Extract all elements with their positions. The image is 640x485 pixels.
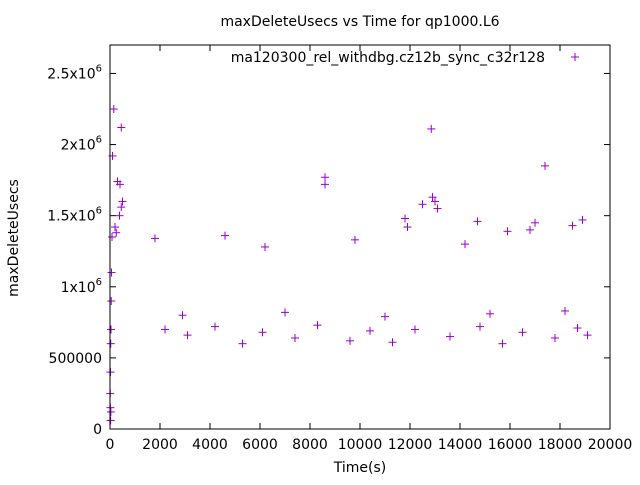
data-point — [109, 105, 118, 113]
y-tick-label-exponent: 6 — [96, 135, 102, 146]
data-point — [418, 200, 427, 209]
data-point — [388, 338, 397, 347]
data-point — [161, 325, 169, 334]
y-tick-label: 2x106 — [61, 135, 102, 154]
data-point — [518, 328, 527, 337]
data-point — [433, 204, 442, 213]
data-point — [476, 322, 484, 331]
data-point — [321, 180, 329, 189]
x-tick-label: 16000 — [488, 437, 533, 453]
legend-marker — [571, 53, 579, 61]
data-point — [261, 242, 269, 251]
y-tick-label-base: 1.5x10 — [47, 209, 95, 225]
y-tick-label-base: 500000 — [49, 351, 102, 367]
data-point — [531, 218, 539, 227]
x-tick-label: 12000 — [388, 437, 433, 453]
legend-label: ma120300_rel_withdbg.cz12b_sync_c32r128 — [231, 50, 545, 66]
data-point — [578, 215, 587, 224]
data-point — [541, 161, 549, 170]
y-tick-label: 2.5x106 — [47, 63, 102, 82]
data-point — [111, 223, 119, 232]
data-point — [183, 331, 192, 340]
data-point — [107, 297, 116, 305]
data-point — [258, 328, 267, 337]
data-point — [561, 306, 569, 315]
data-point — [178, 311, 187, 320]
y-tick-label-exponent: 6 — [96, 277, 102, 288]
data-points — [106, 105, 592, 425]
data-point — [117, 203, 126, 212]
data-point — [473, 217, 482, 226]
data-point — [486, 309, 494, 318]
y-tick-label-exponent: 6 — [96, 63, 102, 74]
data-point — [403, 223, 412, 232]
data-point — [526, 225, 534, 234]
data-point — [117, 123, 126, 132]
y-tick-label-base: 2x10 — [61, 138, 96, 154]
data-point — [351, 235, 359, 244]
x-tick-label: 0 — [106, 437, 115, 453]
data-point — [431, 197, 439, 206]
legend-marker-symbol — [571, 53, 579, 61]
data-point — [281, 308, 289, 317]
chart-title: maxDeleteUsecs vs Time for qp1000.L6 — [220, 14, 499, 30]
y-tick-label: 500000 — [49, 351, 102, 367]
data-point — [573, 324, 582, 333]
data-point — [568, 221, 577, 230]
data-point — [551, 333, 559, 342]
data-point — [112, 228, 121, 237]
data-point — [583, 331, 592, 340]
data-point — [321, 173, 329, 182]
y-tick-label-base: 1x10 — [61, 280, 96, 296]
data-point — [107, 268, 116, 277]
data-point — [446, 332, 454, 341]
data-point — [238, 339, 247, 348]
data-point — [108, 233, 116, 241]
data-point — [346, 336, 354, 345]
data-point — [107, 325, 115, 334]
data-point — [428, 193, 437, 202]
data-point — [115, 211, 124, 220]
data-point — [411, 325, 419, 334]
y-tick-label-base: 0 — [93, 422, 102, 438]
x-tick-label: 2000 — [142, 437, 178, 453]
y-axis-label: maxDeleteUsecs — [6, 179, 22, 297]
y-tick-label: 1x106 — [61, 277, 102, 296]
legend: ma120300_rel_withdbg.cz12b_sync_c32r128 — [231, 50, 579, 66]
y-tick-label: 1.5x106 — [47, 206, 102, 225]
y-tick-label-exponent: 6 — [96, 206, 102, 217]
data-point — [118, 197, 127, 206]
data-point — [106, 407, 115, 416]
x-tick-label: 18000 — [538, 437, 583, 453]
data-point — [106, 416, 115, 425]
data-point — [151, 234, 159, 243]
data-point — [427, 124, 436, 133]
data-point — [401, 214, 409, 223]
x-tick-label: 4000 — [192, 437, 228, 453]
data-point — [291, 333, 299, 342]
data-point — [503, 227, 512, 236]
x-axis-label: Time(s) — [333, 460, 386, 476]
data-point — [211, 322, 219, 331]
data-point — [116, 180, 124, 189]
data-point — [221, 231, 229, 240]
plot-frame — [109, 44, 611, 430]
data-point — [461, 240, 469, 249]
data-point — [313, 321, 322, 330]
axis-ticks: 0 2000 4000 6000 8000 10000 12000 14000 16000 180… — [47, 45, 632, 453]
x-tick-label: 10000 — [338, 437, 383, 453]
y-tick-label-base: 2.5x10 — [47, 66, 95, 82]
data-point — [498, 339, 507, 348]
x-tick-label: 20000 — [588, 437, 633, 453]
data-point — [106, 339, 115, 348]
x-tick-label: 14000 — [438, 437, 483, 453]
data-point — [366, 326, 374, 335]
x-tick-label: 6000 — [242, 437, 278, 453]
x-tick-label: 8000 — [292, 437, 328, 453]
y-tick-label: 0 — [93, 422, 102, 438]
data-point — [381, 312, 389, 321]
